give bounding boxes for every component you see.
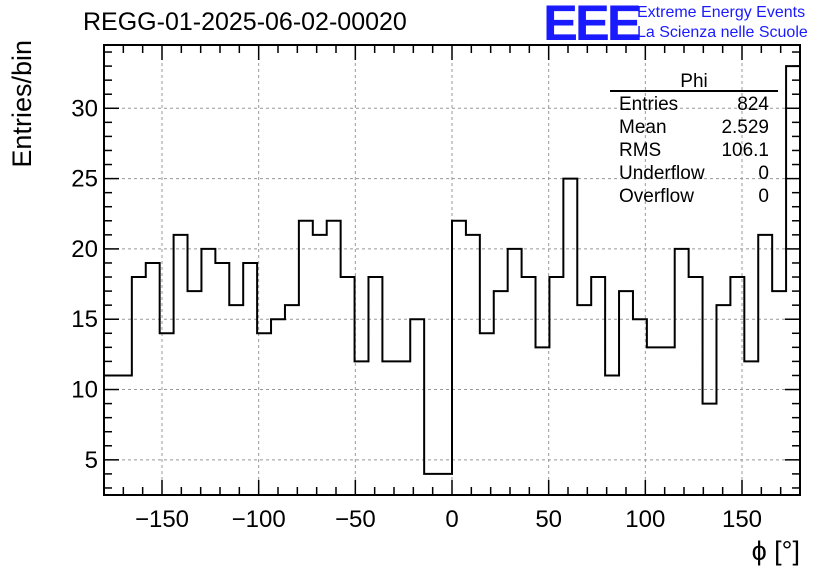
y-tick-label: 30: [71, 95, 98, 122]
x-tick-label: 150: [722, 506, 762, 533]
stats-value: 2.529: [721, 117, 769, 138]
logo-subtitle-line2: La Scienza nelle Scuole: [637, 24, 808, 41]
x-tick-label: −50: [335, 506, 376, 533]
page-title: REGG-01-2025-06-02-00020: [83, 8, 407, 36]
axes: [103, 44, 801, 496]
y-tick-label: 15: [71, 306, 98, 333]
stats-label: Mean: [619, 117, 667, 138]
logo-subtitle-line1: Extreme Energy Events: [637, 4, 806, 21]
x-tick-label: 50: [535, 506, 562, 533]
x-tick-label: −150: [135, 506, 189, 533]
stats-value: 0: [758, 186, 769, 207]
x-tick-label: 100: [625, 506, 665, 533]
x-tick-label: −100: [232, 506, 286, 533]
stats-title: Phi: [680, 71, 707, 92]
y-tick-label: 5: [85, 447, 98, 474]
tick-labels: −150 −100 −50 0 50 100 150 5 10 15 20 25 30: [71, 95, 762, 533]
eee-logo: EEE: [543, 0, 642, 51]
stats-value: 106.1: [721, 140, 769, 161]
stats-label: RMS: [619, 140, 661, 161]
y-tick-label: 20: [71, 236, 98, 263]
y-tick-label: 10: [71, 377, 98, 404]
y-tick-label: 25: [71, 166, 98, 193]
y-axis-label: Entries/bin: [7, 40, 37, 168]
stats-label: Entries: [619, 94, 678, 115]
stats-value: 824: [737, 94, 769, 115]
x-axis-label: ϕ [°]: [752, 536, 800, 566]
stats-value: 0: [758, 163, 769, 184]
stats-label: Underflow: [619, 163, 705, 184]
stats-label: Overflow: [619, 186, 694, 207]
histogram-line: [104, 65, 800, 475]
x-tick-label: 0: [445, 506, 458, 533]
